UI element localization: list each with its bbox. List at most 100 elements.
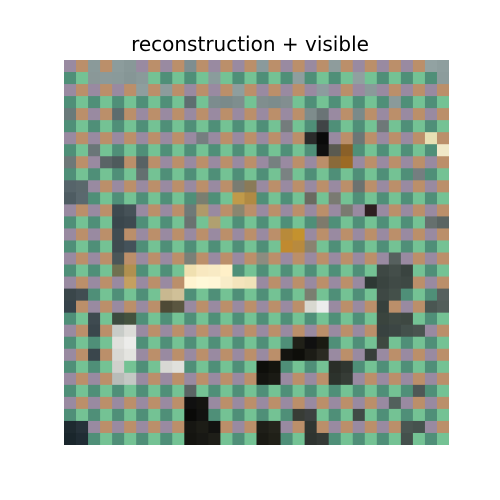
masked-patch bbox=[148, 252, 161, 265]
masked-patch bbox=[328, 216, 342, 229]
masked-patch bbox=[232, 288, 245, 302]
masked-patch bbox=[148, 276, 161, 289]
masked-patch bbox=[256, 336, 269, 350]
visible-patch bbox=[364, 84, 378, 97]
masked-patch bbox=[172, 192, 185, 205]
masked-patch bbox=[172, 228, 185, 241]
visible-patch bbox=[292, 240, 306, 253]
masked-patch bbox=[376, 204, 390, 217]
masked-patch bbox=[304, 396, 318, 410]
masked-patch bbox=[256, 348, 269, 362]
masked-patch bbox=[304, 312, 318, 326]
visible-patch bbox=[112, 324, 125, 338]
visible-patch bbox=[76, 288, 89, 302]
masked-patch bbox=[340, 96, 354, 109]
masked-patch bbox=[352, 324, 366, 338]
visible-patch bbox=[172, 300, 185, 314]
visible-patch bbox=[208, 420, 221, 434]
masked-patch bbox=[268, 60, 281, 73]
visible-patch bbox=[280, 228, 293, 241]
masked-patch bbox=[292, 300, 306, 314]
masked-patch bbox=[340, 120, 354, 133]
masked-patch bbox=[436, 348, 449, 362]
masked-patch bbox=[304, 372, 318, 386]
masked-patch bbox=[400, 372, 414, 386]
masked-patch bbox=[232, 132, 245, 145]
masked-patch bbox=[100, 180, 113, 193]
masked-patch bbox=[64, 360, 77, 374]
visible-patch bbox=[280, 240, 293, 253]
masked-patch bbox=[352, 420, 366, 434]
visible-patch bbox=[340, 360, 354, 374]
masked-patch bbox=[292, 96, 306, 109]
masked-patch bbox=[436, 432, 449, 445]
masked-patch bbox=[160, 108, 173, 121]
visible-patch bbox=[316, 132, 330, 145]
masked-patch bbox=[112, 300, 125, 314]
masked-patch bbox=[364, 264, 378, 277]
masked-patch bbox=[400, 180, 414, 193]
visible-patch bbox=[280, 120, 293, 133]
masked-patch bbox=[256, 156, 269, 169]
masked-patch bbox=[88, 180, 101, 193]
masked-patch bbox=[304, 276, 318, 289]
masked-patch bbox=[364, 336, 378, 350]
masked-patch bbox=[388, 240, 402, 253]
masked-patch bbox=[256, 240, 269, 253]
masked-patch bbox=[208, 84, 221, 97]
visible-patch bbox=[64, 156, 77, 169]
masked-patch bbox=[76, 324, 89, 338]
masked-patch bbox=[88, 132, 101, 145]
masked-patch bbox=[220, 300, 233, 314]
masked-patch bbox=[292, 204, 306, 217]
masked-patch bbox=[424, 204, 438, 217]
masked-patch bbox=[196, 96, 209, 109]
masked-patch bbox=[436, 132, 449, 145]
visible-patch bbox=[244, 276, 257, 289]
visible-patch bbox=[316, 144, 330, 157]
masked-patch bbox=[136, 240, 149, 253]
masked-patch bbox=[280, 72, 293, 85]
masked-patch bbox=[88, 336, 101, 350]
masked-patch bbox=[232, 120, 245, 133]
masked-patch bbox=[160, 240, 173, 253]
masked-patch bbox=[196, 108, 209, 121]
masked-patch bbox=[376, 372, 390, 386]
masked-patch bbox=[268, 132, 281, 145]
masked-patch bbox=[316, 372, 330, 386]
masked-patch bbox=[184, 192, 197, 205]
masked-patch bbox=[256, 204, 269, 217]
masked-patch bbox=[340, 84, 354, 97]
masked-patch bbox=[412, 192, 426, 205]
masked-patch bbox=[64, 264, 77, 277]
masked-patch bbox=[244, 60, 257, 73]
masked-patch bbox=[148, 132, 161, 145]
masked-patch bbox=[160, 264, 173, 277]
visible-patch bbox=[304, 336, 318, 350]
visible-patch bbox=[160, 360, 173, 374]
masked-patch bbox=[220, 108, 233, 121]
masked-patch bbox=[76, 60, 89, 73]
masked-patch bbox=[208, 336, 221, 350]
masked-patch bbox=[412, 396, 426, 410]
masked-patch bbox=[136, 192, 149, 205]
masked-patch bbox=[232, 324, 245, 338]
masked-patch bbox=[148, 324, 161, 338]
masked-patch bbox=[340, 396, 354, 410]
masked-patch bbox=[172, 372, 185, 386]
masked-patch bbox=[364, 180, 378, 193]
visible-patch bbox=[364, 348, 378, 362]
masked-patch bbox=[292, 420, 306, 434]
masked-patch bbox=[400, 144, 414, 157]
masked-patch bbox=[388, 156, 402, 169]
visible-patch bbox=[244, 180, 257, 193]
masked-patch bbox=[388, 336, 402, 350]
masked-patch bbox=[148, 156, 161, 169]
masked-patch bbox=[292, 192, 306, 205]
masked-patch bbox=[244, 396, 257, 410]
masked-patch bbox=[148, 396, 161, 410]
masked-patch bbox=[412, 204, 426, 217]
masked-patch bbox=[136, 396, 149, 410]
masked-patch bbox=[196, 216, 209, 229]
visible-patch bbox=[304, 432, 318, 445]
